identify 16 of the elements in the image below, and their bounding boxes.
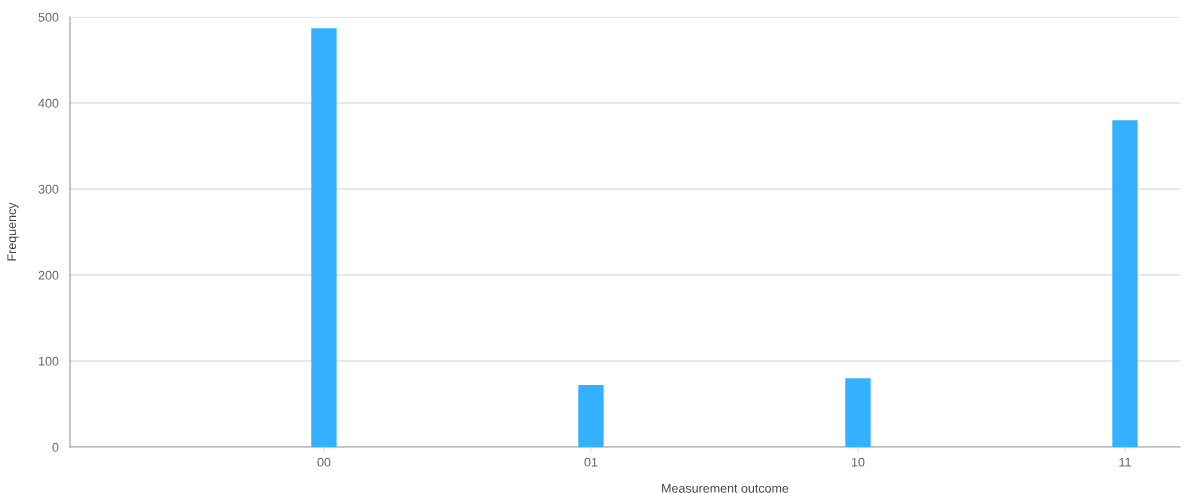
y-tick-label: 100 — [38, 356, 59, 366]
y-tick-label: 500 — [38, 12, 59, 22]
bar — [845, 378, 871, 447]
y-tick-label: 200 — [38, 270, 59, 280]
bar — [578, 385, 604, 447]
x-axis-title: Measurement outcome — [662, 484, 789, 493]
y-tick-label: 300 — [38, 184, 59, 194]
x-tick-label: 11 — [1119, 457, 1131, 467]
y-tick-label: 400 — [38, 98, 59, 108]
bar — [311, 28, 337, 447]
bar — [1112, 120, 1138, 447]
x-tick-label: 01 — [584, 457, 598, 467]
x-tick-label: 00 — [317, 457, 331, 467]
y-tick-label: 0 — [52, 442, 59, 452]
x-tick-label: 10 — [851, 457, 865, 467]
y-axis-title: Frequency — [7, 202, 19, 261]
